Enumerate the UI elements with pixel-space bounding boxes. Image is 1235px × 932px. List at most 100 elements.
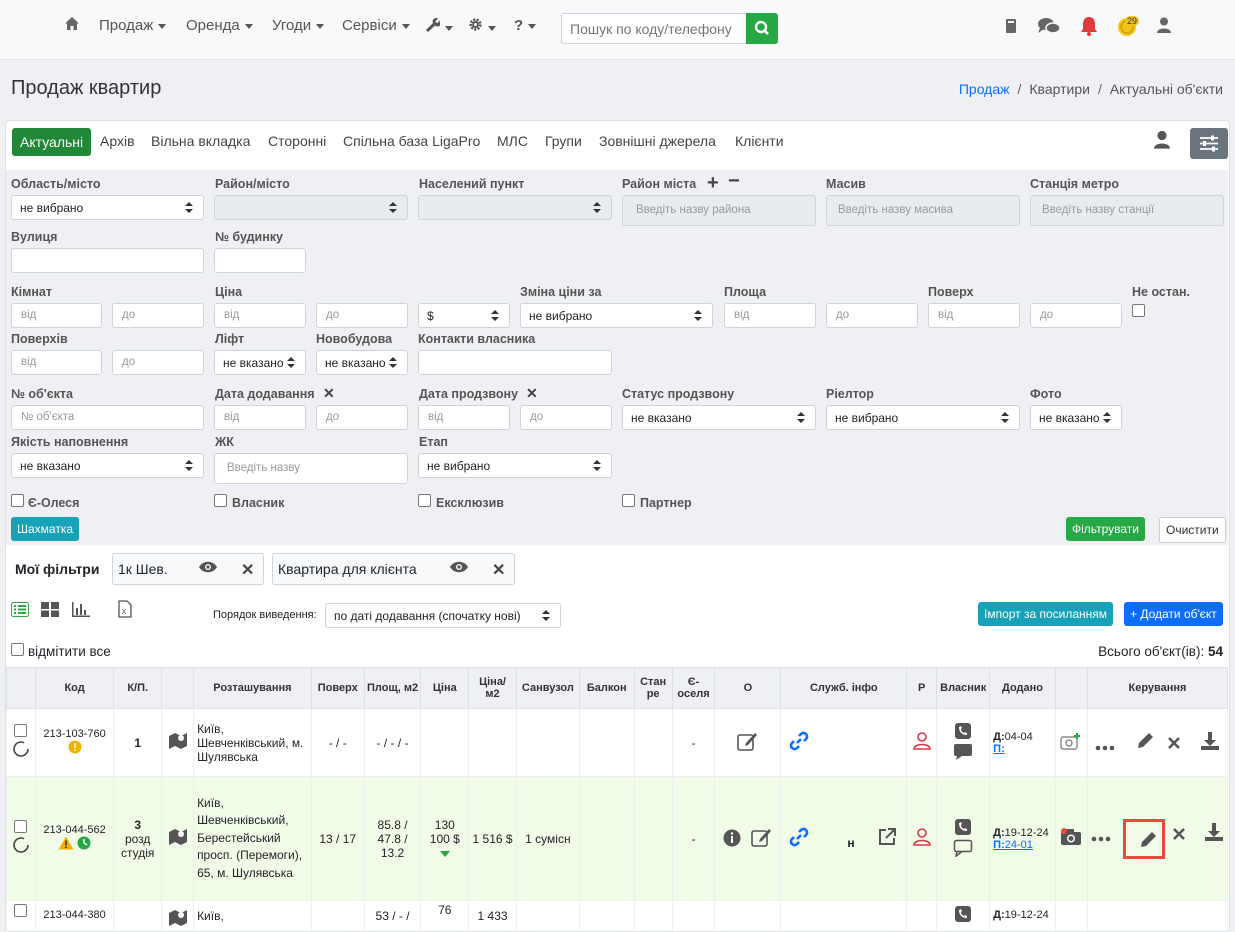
phone-icon[interactable]: [954, 818, 972, 836]
edit-button-highlighted[interactable]: [1123, 818, 1166, 859]
house-input[interactable]: [214, 248, 306, 273]
external-link-icon[interactable]: [877, 827, 897, 847]
call-date-link[interactable]: 24-01: [1004, 838, 1033, 851]
tab-zovnishni[interactable]: Зовнішні джерела: [599, 133, 716, 149]
clear-date-added-icon[interactable]: ✕: [323, 385, 335, 401]
breadcrumb-kvartyry[interactable]: Квартири: [1029, 81, 1090, 97]
plus-icon[interactable]: +: [707, 172, 719, 194]
e-olesia-checkbox[interactable]: [11, 494, 24, 507]
search-input[interactable]: [561, 13, 755, 44]
edit-note-icon[interactable]: [751, 827, 773, 847]
nav-uhody[interactable]: Угоди: [272, 17, 325, 34]
masyv-input[interactable]: Введіть назву масива: [826, 195, 1020, 226]
remove-filter-icon[interactable]: ✕: [241, 562, 255, 579]
date-call-to-input[interactable]: до: [520, 405, 612, 430]
exclusive-checkbox[interactable]: [418, 494, 431, 507]
more-icon[interactable]: [1091, 836, 1111, 842]
nav-servisy[interactable]: Сервіси: [342, 17, 410, 34]
street-input[interactable]: [11, 248, 204, 273]
saved-filter-chip[interactable]: Квартира для клієнта ✕: [272, 553, 515, 585]
floors-from-input[interactable]: від: [11, 350, 102, 375]
link-icon[interactable]: [789, 827, 809, 847]
call-status-select[interactable]: не вказано: [622, 405, 816, 430]
rooms-from-input[interactable]: від: [11, 303, 102, 328]
search-button[interactable]: [746, 13, 778, 44]
delete-icon[interactable]: [1166, 735, 1182, 751]
saved-filter-chip[interactable]: 1к Шев. ✕: [112, 553, 264, 585]
chart-view-icon[interactable]: [72, 602, 90, 620]
rayon-mista-input[interactable]: Введіть назву района: [622, 195, 816, 226]
phone-icon[interactable]: [954, 905, 972, 923]
date-added-to-input[interactable]: до: [316, 405, 408, 430]
floor-from-input[interactable]: від: [928, 303, 1020, 328]
tab-arkhiv[interactable]: Архів: [100, 133, 135, 149]
person-icon[interactable]: [912, 732, 931, 750]
code-cell[interactable]: 213-044-380: [34, 900, 115, 932]
person-icon[interactable]: [912, 828, 931, 846]
mark-all-checkbox[interactable]: [11, 643, 24, 656]
newbuild-select[interactable]: не вказано: [316, 350, 408, 375]
tab-hrupy[interactable]: Групи: [545, 133, 582, 149]
owner-contacts-input[interactable]: [418, 350, 612, 375]
jk-input[interactable]: Введіть назву: [214, 453, 408, 484]
map-icon[interactable]: [168, 828, 188, 846]
rooms-to-input[interactable]: до: [112, 303, 204, 328]
map-icon[interactable]: [168, 909, 188, 927]
user-filter-icon[interactable]: [1154, 130, 1170, 152]
bell-icon[interactable]: [1080, 16, 1098, 41]
apply-filter-button[interactable]: Фільтрувати: [1066, 517, 1145, 541]
area-from-input[interactable]: від: [724, 303, 816, 328]
price-change-select[interactable]: не вибрано: [520, 303, 713, 328]
edit-note-icon[interactable]: [737, 731, 759, 751]
remove-filter-icon[interactable]: ✕: [492, 562, 506, 579]
breadcrumb-link-prodazh[interactable]: Продаж: [958, 81, 1010, 97]
download-icon[interactable]: [1204, 822, 1224, 842]
tab-klienty[interactable]: Клієнти: [735, 133, 784, 149]
currency-select[interactable]: $: [418, 303, 510, 328]
punkt-select[interactable]: [418, 195, 612, 220]
list-view-icon[interactable]: [11, 602, 29, 620]
chess-button[interactable]: Шахматка: [11, 517, 80, 541]
code-value[interactable]: 213-103-760: [43, 728, 106, 740]
rayon-select[interactable]: [214, 195, 408, 220]
settings-sliders-button[interactable]: [1190, 128, 1228, 159]
book-icon[interactable]: [1005, 18, 1017, 39]
pencil-icon[interactable]: [1138, 830, 1158, 850]
price-from-input[interactable]: від: [214, 303, 306, 328]
tab-spilna-baza[interactable]: Спільна база LigaPro: [343, 133, 481, 149]
tab-aktualni[interactable]: Актуальні: [12, 128, 92, 156]
refresh-icon[interactable]: [12, 740, 30, 758]
import-button[interactable]: Імпорт за посиланням: [978, 602, 1114, 626]
row-checkbox[interactable]: [14, 820, 28, 833]
more-icon[interactable]: [1095, 745, 1115, 751]
oblast-select[interactable]: не вибрано: [11, 195, 204, 220]
user-icon[interactable]: [1157, 17, 1171, 38]
eye-icon[interactable]: [198, 560, 218, 577]
link-icon[interactable]: [789, 731, 809, 751]
floor-to-input[interactable]: до: [1030, 303, 1122, 328]
camera-icon[interactable]: [1060, 828, 1082, 846]
home-icon[interactable]: [64, 16, 80, 36]
order-select[interactable]: по даті додавання (спочатку нові): [325, 603, 561, 628]
lift-select[interactable]: не вказано: [214, 350, 306, 375]
metro-input[interactable]: Введіть назву станції: [1030, 195, 1224, 226]
call-date-link[interactable]: П:: [993, 742, 1005, 755]
phone-icon[interactable]: [954, 722, 972, 740]
nav-prodazh[interactable]: Продаж: [99, 17, 167, 34]
price-to-input[interactable]: до: [316, 303, 408, 328]
table-row[interactable]: 213-044-562 3 розд студія Київ, Шевченків…: [6, 776, 1229, 901]
floors-to-input[interactable]: до: [112, 350, 204, 375]
grid-view-icon[interactable]: [41, 602, 59, 620]
not-last-checkbox[interactable]: [1132, 304, 1145, 317]
table-row[interactable]: 213-103-760 1 Київ, Шевченківський, м. Ш…: [6, 708, 1229, 777]
row-checkbox[interactable]: [14, 904, 28, 917]
stage-select[interactable]: не вибрано: [418, 453, 612, 478]
nav-tools[interactable]: [424, 17, 453, 36]
quality-select[interactable]: не вказано: [11, 453, 204, 478]
eye-icon[interactable]: [449, 560, 469, 577]
table-row[interactable]: 213-044-380 Київ, 53 / - / 76 1 433 Д:19…: [6, 900, 1229, 932]
tab-storonni[interactable]: Сторонні: [268, 133, 327, 149]
obj-no-input[interactable]: № об'єкта: [11, 405, 204, 430]
map-icon[interactable]: [168, 732, 188, 750]
vlasnyk-checkbox[interactable]: [214, 494, 227, 507]
